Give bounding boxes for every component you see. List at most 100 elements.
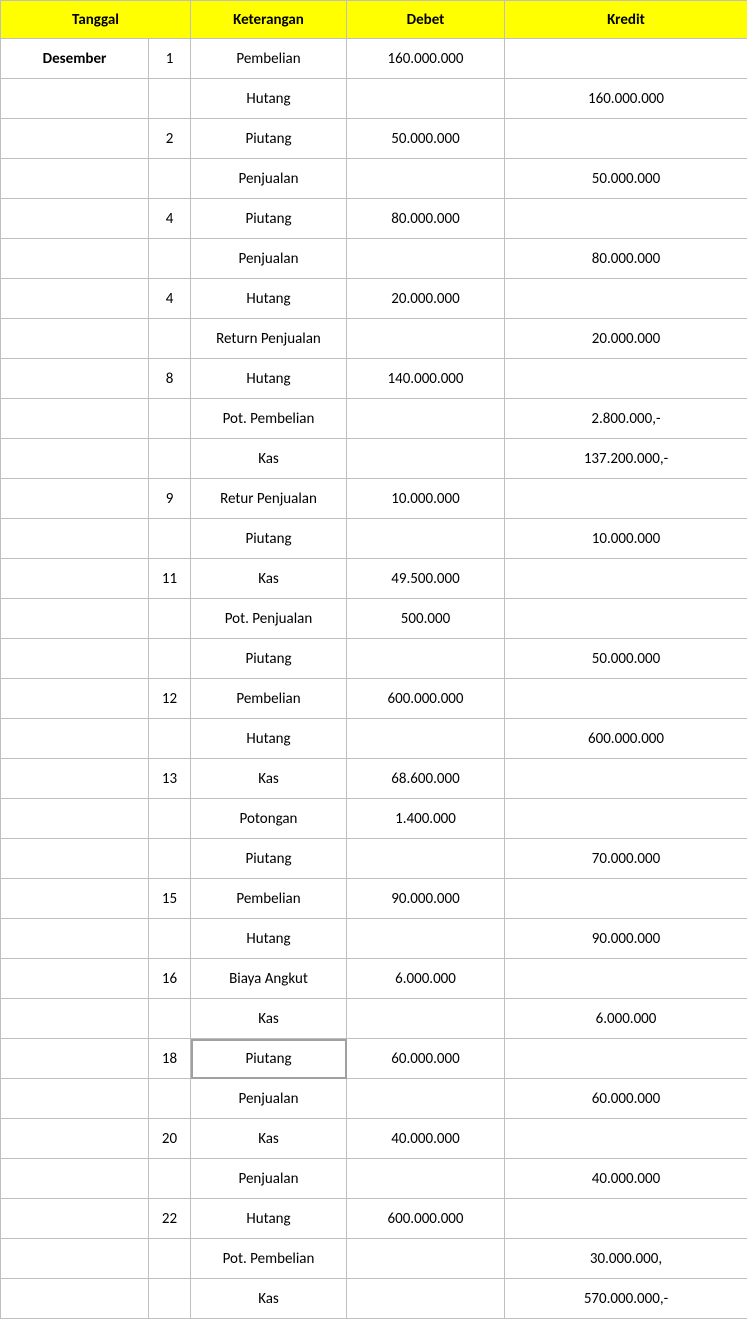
cell-keterangan[interactable]: Kas (191, 1119, 347, 1159)
cell-month[interactable] (1, 159, 149, 199)
cell-keterangan[interactable]: Potongan (191, 799, 347, 839)
cell-kredit[interactable]: 160.000.000 (505, 79, 747, 119)
cell-keterangan[interactable]: Biaya Angkut (191, 959, 347, 999)
cell-debet[interactable] (347, 839, 505, 879)
cell-debet[interactable] (347, 1239, 505, 1279)
cell-keterangan[interactable]: Piutang (191, 119, 347, 159)
cell-kredit[interactable] (505, 879, 747, 919)
cell-day[interactable] (149, 919, 191, 959)
cell-month[interactable] (1, 439, 149, 479)
cell-kredit[interactable]: 40.000.000 (505, 1159, 747, 1199)
cell-month[interactable] (1, 759, 149, 799)
cell-month[interactable] (1, 919, 149, 959)
cell-day[interactable] (149, 1279, 191, 1319)
cell-debet[interactable]: 20.000.000 (347, 279, 505, 319)
cell-month[interactable] (1, 279, 149, 319)
cell-day[interactable]: 13 (149, 759, 191, 799)
cell-day[interactable] (149, 439, 191, 479)
cell-day[interactable] (149, 399, 191, 439)
cell-keterangan[interactable]: Piutang (191, 519, 347, 559)
cell-day[interactable]: 15 (149, 879, 191, 919)
cell-month[interactable] (1, 199, 149, 239)
cell-month[interactable]: Desember (1, 39, 149, 79)
cell-debet[interactable] (347, 319, 505, 359)
cell-debet[interactable]: 1.400.000 (347, 799, 505, 839)
cell-day[interactable] (149, 1239, 191, 1279)
cell-kredit[interactable] (505, 119, 747, 159)
cell-day[interactable]: 1 (149, 39, 191, 79)
cell-kredit[interactable] (505, 799, 747, 839)
cell-keterangan[interactable]: Hutang (191, 79, 347, 119)
cell-month[interactable] (1, 1119, 149, 1159)
cell-month[interactable] (1, 719, 149, 759)
cell-keterangan[interactable]: Penjualan (191, 1159, 347, 1199)
cell-month[interactable] (1, 1199, 149, 1239)
cell-kredit[interactable] (505, 559, 747, 599)
cell-kredit[interactable] (505, 759, 747, 799)
cell-debet[interactable]: 49.500.000 (347, 559, 505, 599)
cell-keterangan[interactable]: Penjualan (191, 159, 347, 199)
cell-kredit[interactable] (505, 279, 747, 319)
cell-day[interactable] (149, 519, 191, 559)
cell-debet[interactable]: 68.600.000 (347, 759, 505, 799)
cell-month[interactable] (1, 599, 149, 639)
cell-debet[interactable] (347, 1279, 505, 1319)
cell-kredit[interactable] (505, 1199, 747, 1239)
cell-day[interactable] (149, 799, 191, 839)
cell-day[interactable]: 2 (149, 119, 191, 159)
cell-kredit[interactable] (505, 959, 747, 999)
cell-day[interactable]: 4 (149, 279, 191, 319)
cell-keterangan[interactable]: Piutang (191, 1039, 347, 1079)
cell-debet[interactable] (347, 999, 505, 1039)
cell-keterangan[interactable]: Hutang (191, 919, 347, 959)
cell-month[interactable] (1, 79, 149, 119)
cell-kredit[interactable] (505, 679, 747, 719)
cell-keterangan[interactable]: Pot. Penjualan (191, 599, 347, 639)
cell-debet[interactable]: 160.000.000 (347, 39, 505, 79)
cell-day[interactable] (149, 639, 191, 679)
cell-debet[interactable]: 140.000.000 (347, 359, 505, 399)
cell-kredit[interactable]: 600.000.000 (505, 719, 747, 759)
cell-debet[interactable]: 50.000.000 (347, 119, 505, 159)
cell-debet[interactable]: 500.000 (347, 599, 505, 639)
cell-kredit[interactable]: 50.000.000 (505, 639, 747, 679)
cell-keterangan[interactable]: Hutang (191, 1199, 347, 1239)
cell-debet[interactable] (347, 79, 505, 119)
cell-day[interactable]: 8 (149, 359, 191, 399)
cell-keterangan[interactable]: Return Penjualan (191, 319, 347, 359)
cell-keterangan[interactable]: Penjualan (191, 239, 347, 279)
cell-debet[interactable] (347, 1159, 505, 1199)
cell-kredit[interactable]: 80.000.000 (505, 239, 747, 279)
cell-day[interactable] (149, 319, 191, 359)
cell-keterangan[interactable]: Piutang (191, 639, 347, 679)
cell-month[interactable] (1, 1279, 149, 1319)
cell-keterangan[interactable]: Pot. Pembelian (191, 399, 347, 439)
cell-day[interactable] (149, 599, 191, 639)
cell-kredit[interactable]: 137.200.000,- (505, 439, 747, 479)
cell-month[interactable] (1, 879, 149, 919)
cell-kredit[interactable] (505, 359, 747, 399)
cell-kredit[interactable]: 70.000.000 (505, 839, 747, 879)
cell-month[interactable] (1, 679, 149, 719)
cell-keterangan[interactable]: Pot. Pembelian (191, 1239, 347, 1279)
cell-debet[interactable] (347, 159, 505, 199)
cell-keterangan[interactable]: Penjualan (191, 1079, 347, 1119)
cell-month[interactable] (1, 839, 149, 879)
cell-month[interactable] (1, 1079, 149, 1119)
cell-kredit[interactable] (505, 1119, 747, 1159)
cell-month[interactable] (1, 519, 149, 559)
cell-debet[interactable]: 90.000.000 (347, 879, 505, 919)
cell-debet[interactable] (347, 399, 505, 439)
cell-kredit[interactable]: 2.800.000,- (505, 399, 747, 439)
cell-month[interactable] (1, 239, 149, 279)
cell-debet[interactable] (347, 919, 505, 959)
cell-day[interactable]: 16 (149, 959, 191, 999)
cell-keterangan[interactable]: Pembelian (191, 879, 347, 919)
cell-debet[interactable]: 10.000.000 (347, 479, 505, 519)
cell-month[interactable] (1, 399, 149, 439)
cell-day[interactable]: 22 (149, 1199, 191, 1239)
cell-kredit[interactable]: 6.000.000 (505, 999, 747, 1039)
cell-month[interactable] (1, 1159, 149, 1199)
cell-keterangan[interactable]: Kas (191, 759, 347, 799)
cell-kredit[interactable] (505, 1039, 747, 1079)
